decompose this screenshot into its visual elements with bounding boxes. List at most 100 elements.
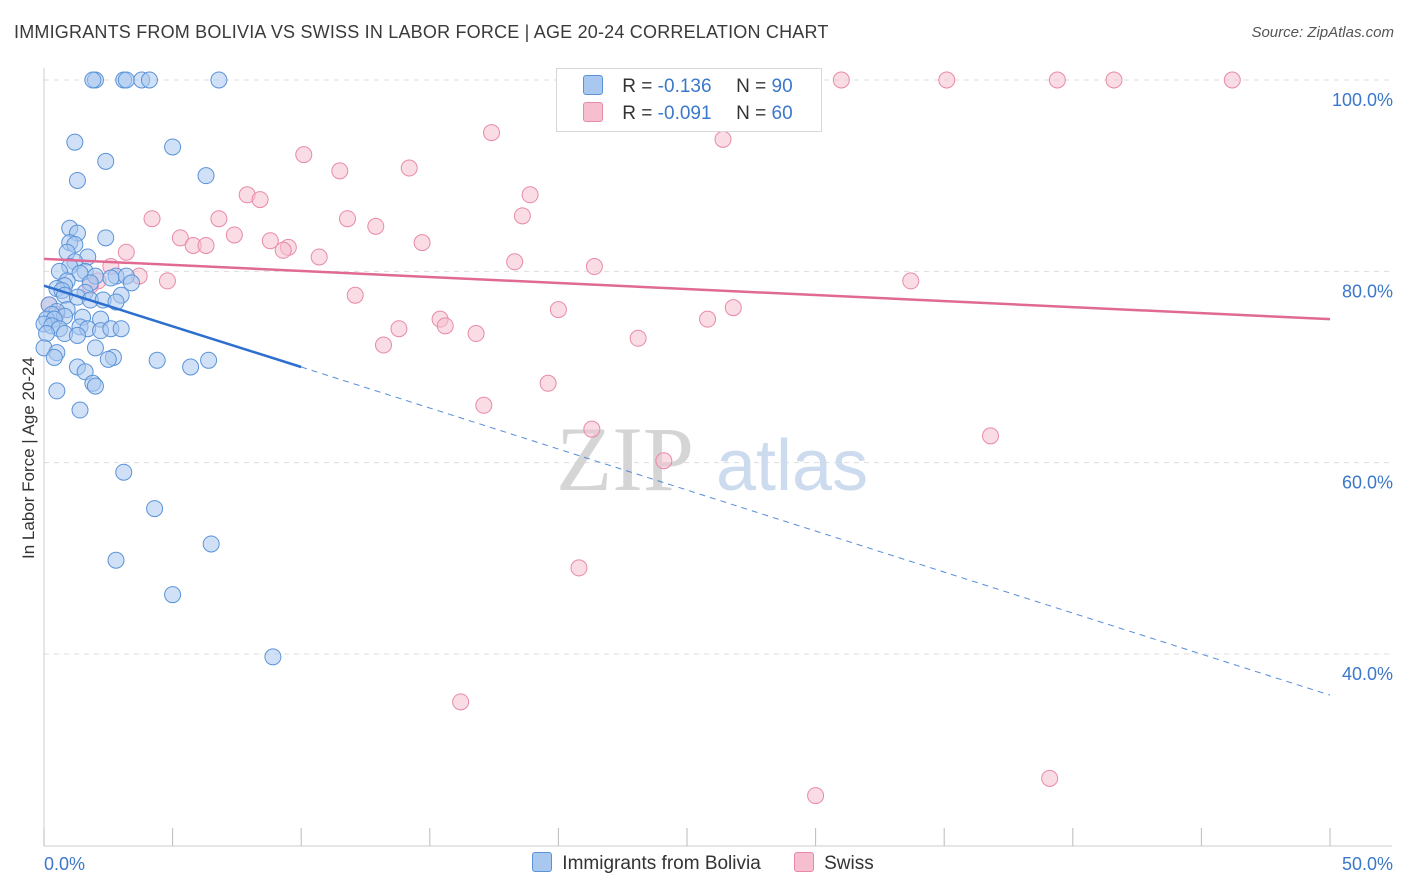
swiss-point xyxy=(367,217,385,235)
swiss-point xyxy=(521,186,539,204)
swiss-point xyxy=(483,124,501,142)
bolivia-point xyxy=(68,171,86,189)
legend-row-bolivia: R = -0.136 N = 90 xyxy=(583,75,793,101)
swiss-point xyxy=(143,210,161,228)
bolivia-point xyxy=(200,351,218,369)
swiss-point xyxy=(1105,71,1123,89)
bolivia-point xyxy=(146,500,164,518)
swiss-point xyxy=(400,159,418,177)
bolivia-point xyxy=(140,71,158,89)
swiss-point xyxy=(452,693,470,711)
chart-title: IMMIGRANTS FROM BOLIVIA VS SWISS IN LABO… xyxy=(14,22,829,42)
legend-r-value: -0.091 xyxy=(657,103,712,124)
legend-row-swiss: R = -0.091 N = 60 xyxy=(583,102,793,128)
swiss-point xyxy=(585,258,603,276)
y-tick-label: 100.0% xyxy=(1332,90,1393,110)
swiss-point xyxy=(938,71,956,89)
swiss-point xyxy=(158,272,176,290)
swiss-point xyxy=(1048,71,1066,89)
swiss-point xyxy=(981,427,999,445)
legend-label-bolivia: Immigrants from Bolivia xyxy=(562,853,761,874)
y-tick-label: 40.0% xyxy=(1342,664,1393,684)
swiss-point xyxy=(467,325,485,343)
swiss-point xyxy=(251,191,269,209)
legend-n-label: N = xyxy=(736,103,767,124)
bolivia-point xyxy=(48,382,66,400)
legend-r-label: R = xyxy=(622,103,653,124)
series-bolivia-points xyxy=(35,71,282,666)
swiss-point xyxy=(436,317,454,335)
swiss-point xyxy=(197,237,215,255)
y-axis-label: In Labor Force | Age 20-24 xyxy=(19,357,38,559)
bolivia-point xyxy=(202,535,220,553)
swiss-point xyxy=(274,241,292,259)
y-tick-label: 80.0% xyxy=(1342,281,1393,301)
swiss-point xyxy=(390,320,408,338)
bolivia-point xyxy=(164,138,182,156)
series-legend: Immigrants from Bolivia Swiss xyxy=(0,852,1406,875)
swiss-point xyxy=(117,243,135,261)
x-tick-label: 50.0% xyxy=(1342,854,1393,874)
bolivia-swatch-icon xyxy=(583,75,603,95)
swiss-point xyxy=(261,232,279,250)
swiss-point xyxy=(902,272,920,290)
y-tick-label: 60.0% xyxy=(1342,473,1393,493)
swiss-point xyxy=(413,234,431,252)
bolivia-point xyxy=(182,358,200,376)
swiss-swatch-icon xyxy=(583,102,603,122)
legend-n-value: 60 xyxy=(771,103,793,124)
swiss-swatch-icon xyxy=(794,852,815,872)
swiss-point xyxy=(171,229,189,247)
swiss-point xyxy=(832,71,850,89)
bolivia-point xyxy=(210,71,228,89)
bolivia-point xyxy=(71,401,89,419)
swiss-point xyxy=(583,420,601,438)
bolivia-point xyxy=(107,551,125,569)
swiss-point xyxy=(475,396,493,414)
bolivia-point xyxy=(122,274,140,292)
axes xyxy=(43,68,1392,847)
bolivia-point xyxy=(45,348,63,366)
swiss-point xyxy=(338,210,356,228)
swiss-point xyxy=(724,299,742,317)
y-tick-labels: 40.0% 60.0% 80.0% 100.0% xyxy=(1332,90,1393,684)
swiss-point xyxy=(295,146,313,164)
swiss-trend-line xyxy=(43,257,1331,321)
bolivia-point xyxy=(84,71,102,89)
swiss-point xyxy=(346,286,364,304)
bolivia-point xyxy=(117,71,135,89)
bolivia-trend-extension xyxy=(301,366,1331,696)
bolivia-point xyxy=(115,463,133,481)
bolivia-point xyxy=(112,320,130,338)
x-tick-labels: 0.0% 50.0% xyxy=(44,854,1393,874)
swiss-point xyxy=(513,207,531,225)
bolivia-point xyxy=(86,339,104,357)
swiss-point xyxy=(539,374,557,392)
bolivia-point xyxy=(38,325,56,343)
swiss-point xyxy=(549,301,567,319)
trend-lines xyxy=(43,257,1331,696)
bolivia-point xyxy=(102,269,120,287)
swiss-point xyxy=(629,329,647,347)
swiss-point xyxy=(331,162,349,180)
x-tick-label: 0.0% xyxy=(44,854,85,874)
bolivia-point xyxy=(68,326,86,344)
legend-item-bolivia[interactable]: Immigrants from Bolivia xyxy=(532,852,761,875)
correlation-legend: R = -0.136 N = 90 R = -0.091 N = 60 xyxy=(556,68,822,132)
swiss-point xyxy=(807,787,825,805)
swiss-point xyxy=(1041,769,1059,787)
gridlines xyxy=(44,79,1392,655)
bolivia-point xyxy=(99,350,117,368)
swiss-point xyxy=(310,248,328,266)
legend-r-label: R = xyxy=(622,76,653,97)
bolivia-point xyxy=(86,377,104,395)
bolivia-point xyxy=(66,133,84,151)
bolivia-swatch-icon xyxy=(532,852,553,872)
legend-r-value: -0.136 xyxy=(657,76,712,97)
watermark: ZIP atlas xyxy=(556,408,868,510)
legend-item-swiss[interactable]: Swiss xyxy=(794,852,874,875)
bolivia-point xyxy=(97,152,115,170)
swiss-point xyxy=(699,310,717,328)
swiss-point xyxy=(375,336,393,354)
